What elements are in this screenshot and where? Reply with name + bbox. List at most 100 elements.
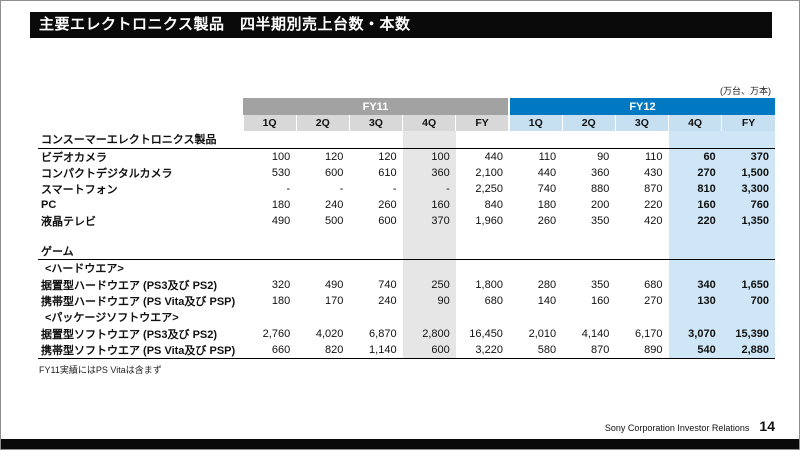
empty-cell [456,260,509,277]
empty-cell [668,259,722,277]
empty-cell [562,229,615,243]
empty-cell [721,259,775,277]
table-row: 据置型ソフトウエア (PS3及び PS2) 2,760 4,020 6,870 2,80… [38,325,775,342]
empty-cell [402,228,456,243]
value-cell-fy12-1q: 740 [537,182,557,195]
empty-cell [349,242,403,260]
subsection-row: <ハードウエア> [38,259,775,277]
section-label: ゲーム [38,242,243,260]
value-cell-fy12-4q: 340 [668,276,722,293]
section-row: ゲーム [38,242,775,260]
quarter-header-fy11-4q: 4Q [402,115,456,131]
value-cell-fy11-2q: 120 [325,150,344,163]
row-label: 据置型ハードウエア (PS3及び PS2) [41,279,218,292]
value-cell-fy12-1q: 260 [537,214,557,227]
value-cell-fy12-4q: 270 [668,164,722,181]
empty-cell [243,131,297,149]
table-row: 携帯型ハードウエア (PS Vita及び PSP) 180 170 240 90 680 1… [38,292,775,309]
table-row: スマートフォン - - - -2,250 740 880 870 810 3,300 [38,180,775,197]
empty-cell [243,229,296,243]
value-cell-fy11-4q: 100 [402,148,456,165]
value-cell-fy12-3q: 6,170 [634,327,663,340]
empty-cell [296,229,349,243]
quarter-header-fy11-1q: 1Q [242,115,297,131]
value-cell-fy11-2q: 820 [296,341,350,359]
value-cell-fy11-3q: 610 [378,166,397,179]
quarter-header-fy12-2q: 2Q [561,115,616,131]
footer-company-text: Sony Corporation Investor Relations [604,423,750,433]
empty-cell [615,229,668,243]
value-cell-fy12-4q: 130 [668,292,722,309]
value-cell-fy11-3q: 260 [378,198,397,211]
value-cell-fy12-3q: 270 [644,294,663,307]
value-cell-fy11-4q: 90 [402,292,456,309]
value-cell-fy11-2q: 170 [325,294,344,307]
empty-cell [509,229,562,243]
value-cell-fy11-fy: 2,100 [475,166,503,179]
empty-cell [668,131,722,149]
fy12-group-header: FY12 [507,98,775,115]
value-cell-fy11-4q: - [402,180,456,197]
quarter-header-fy11-2q: 2Q [295,115,350,131]
subsection-label: <パッケージソフトウエア> [45,312,179,324]
value-cell-fy12-fy: 1,650 [721,276,775,293]
row-label: 据置型ソフトウエア (PS3及び PS2) [41,328,218,341]
value-cell-fy11-2q: 600 [325,166,344,179]
fy11-group-header: FY11 [243,98,509,115]
value-cell-fy12-4q: 60 [668,148,722,165]
value-cell-fy11-4q: 250 [402,276,456,293]
corner-cell [38,115,243,131]
value-cell-fy12-4q: 3,070 [668,325,722,342]
value-cell-fy12-3q: 430 [644,166,663,179]
spacer-label [38,229,243,243]
value-cell-fy11-4q: 2,800 [402,325,456,342]
value-cell-fy12-2q: 350 [590,278,610,291]
empty-cell [349,309,402,326]
empty-cell [455,242,509,260]
row-label: 液晶テレビ [41,215,96,228]
empty-cell [615,260,668,277]
value-cell-fy12-2q: 350 [590,214,610,227]
quarter-header-fy11-3q: 3Q [348,115,403,131]
value-cell-fy11-3q: 740 [378,278,397,291]
footnote: FY11実績にはPS Vitaは含まず [39,365,162,375]
value-cell-fy11-fy: 1,800 [475,278,503,291]
value-cell-fy11-1q: 180 [271,294,291,307]
value-cell-fy11-1q: 490 [271,214,291,227]
empty-cell [402,131,456,149]
value-cell-fy12-3q: 220 [644,198,663,211]
value-cell-fy12-fy: 700 [721,292,775,309]
value-cell-fy11-3q: 240 [378,294,397,307]
value-cell-fy11-4q: 370 [402,212,456,229]
value-cell-fy11-1q: 320 [271,278,291,291]
unit-note: (万台、万本) [720,86,771,96]
value-cell-fy11-4q: 600 [402,341,456,359]
table-body: コンスーマーエレクトロニクス製品 ビデオカメラ 100 120 120 100 440 110… [38,131,775,359]
value-cell-fy11-3q: 6,870 [369,327,397,340]
page-number: 14 [759,418,775,434]
empty-cell [721,242,775,260]
value-cell-fy12-1q: 280 [537,278,557,291]
section-label: コンスーマーエレクトロニクス製品 [38,131,243,149]
value-cell-fy11-1q: 530 [271,166,291,179]
value-cell-fy11-4q: 160 [402,196,456,213]
empty-cell [721,228,775,243]
empty-cell [402,259,456,277]
empty-cell [456,309,509,326]
value-cell-fy11-2q: 240 [325,198,344,211]
value-cell-fy12-4q: 810 [668,180,722,197]
empty-cell [296,309,349,326]
value-cell-fy12-3q: 110 [644,150,663,163]
table-row: PC 180 240 260 160 840 180 200 220 160 760 [38,196,775,213]
empty-cell [562,131,616,149]
row-label: PC [41,198,57,211]
value-cell-fy11-3q: 600 [378,214,397,227]
value-cell-fy11-2q: 4,020 [315,327,344,340]
value-cell-fy12-1q: 440 [537,166,557,179]
value-cell-fy12-fy: 1,500 [721,164,775,181]
value-cell-fy12-3q: 890 [615,341,669,359]
empty-cell [296,242,350,260]
value-cell-fy12-2q: 880 [590,182,610,195]
value-cell-fy12-3q: 680 [644,278,663,291]
value-cell-fy11-1q: 100 [271,150,291,163]
